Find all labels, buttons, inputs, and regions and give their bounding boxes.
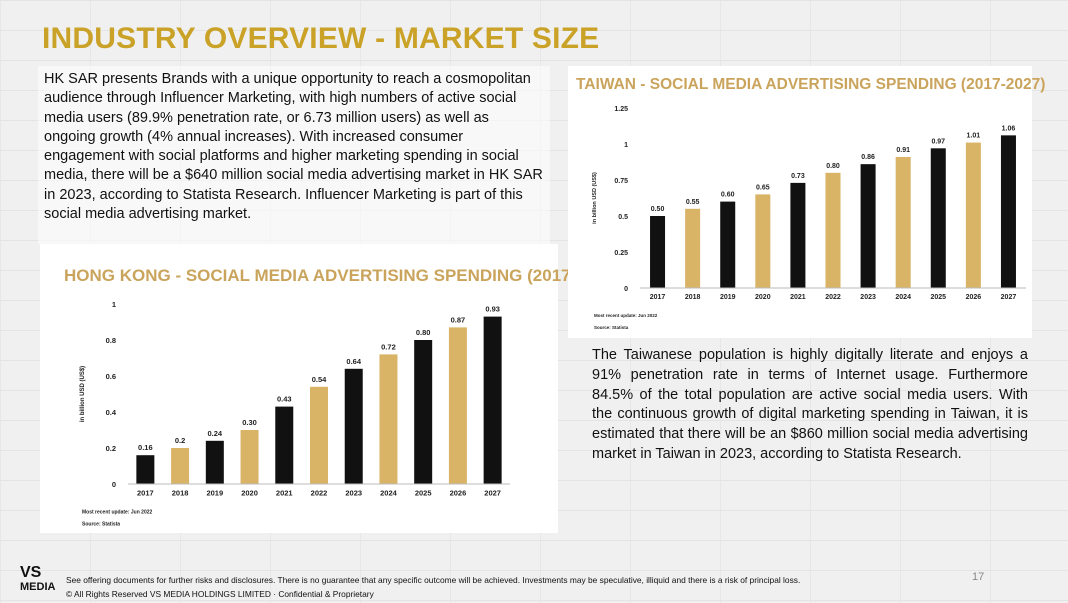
x-tick-label: 2023 (345, 489, 362, 498)
intro-paragraph: HK SAR presents Brands with a unique opp… (38, 66, 550, 244)
y-tick-label: 0.75 (614, 178, 628, 185)
x-tick-label: 2025 (930, 294, 946, 301)
x-tick-label: 2024 (380, 489, 398, 498)
bar-value-label: 0.87 (451, 315, 466, 324)
y-tick-label: 1 (112, 300, 116, 309)
taiwan-paragraph: The Taiwanese population is highly digit… (592, 347, 1028, 462)
x-tick-label: 2019 (720, 294, 736, 301)
y-tick-label: 0.8 (106, 336, 116, 345)
bar-2022 (310, 386, 328, 484)
bar-2019 (720, 201, 736, 288)
x-tick-label: 2017 (650, 294, 666, 301)
bar-2021 (275, 406, 294, 484)
bar-value-label: 0.72 (381, 342, 396, 351)
bar-2018 (685, 208, 701, 288)
bar-value-label: 0.24 (208, 429, 223, 438)
bar-2017 (650, 216, 666, 288)
bar-2026 (965, 142, 981, 288)
x-tick-label: 2026 (966, 294, 982, 301)
bar-2019 (205, 440, 224, 484)
logo-line-media: MEDIA (20, 581, 56, 593)
vs-media-logo: VS MEDIA (20, 564, 60, 598)
x-tick-label: 2027 (484, 489, 501, 498)
footer-disclaimer: See offering documents for further risks… (66, 575, 801, 585)
bar-value-label: 0.2 (175, 436, 185, 445)
x-tick-label: 2021 (276, 489, 293, 498)
bar-value-label: 0.50 (651, 206, 665, 213)
taiwan-chart: 0 0.25 0.5 0.75 1 1.25 in billion USD (US$) 0.5… (592, 106, 1026, 330)
x-tick-label: 2020 (755, 294, 771, 301)
x-tick-label: 2027 (1001, 294, 1017, 301)
source-note: Source: Statista (594, 325, 629, 330)
bar-value-label: 0.65 (756, 184, 770, 191)
bar-2023 (860, 164, 876, 288)
x-tick-label: 2023 (860, 294, 876, 301)
y-tick-label: 0 (624, 286, 628, 293)
bar-2026 (448, 327, 467, 484)
x-tick-label: 2018 (172, 489, 189, 498)
x-tick-label: 2026 (450, 489, 467, 498)
footer-copyright: © All Rights Reserved VS MEDIA HOLDINGS … (66, 589, 374, 599)
bar-value-label: 0.80 (416, 328, 431, 337)
bar-value-label: 0.30 (242, 418, 257, 427)
bar-value-label: 0.91 (896, 147, 910, 154)
bar-value-label: 0.97 (931, 138, 945, 145)
y-tick-label: 0.6 (106, 372, 116, 381)
bar-2023 (344, 368, 363, 484)
page-title: INDUSTRY OVERVIEW - MARKET SIZE (42, 22, 600, 55)
y-tick-label: 0.5 (618, 214, 628, 221)
bar-value-label: 0.54 (312, 375, 327, 384)
y-axis-label: in billion USD (US$) (80, 366, 86, 422)
x-tick-label: 2021 (790, 294, 806, 301)
x-tick-label: 2022 (311, 489, 328, 498)
y-tick-label: 0.4 (106, 408, 117, 417)
source-note: Source: Statista (82, 522, 120, 528)
x-tick-label: 2020 (241, 489, 258, 498)
bar-2027 (1000, 135, 1016, 288)
hong-kong-chart-title: HONG KONG - SOCIAL MEDIA ADVERTISING SPE… (64, 266, 620, 285)
bar-value-label: 0.55 (686, 199, 700, 206)
y-tick-label: 0.25 (614, 250, 628, 257)
taiwan-chart-card: TAIWAN - SOCIAL MEDIA ADVERTISING SPENDI… (568, 66, 1045, 338)
hong-kong-chart: 0 0.2 0.4 0.6 0.8 1 in billion USD (US$) 0.16 20… (80, 300, 510, 528)
bar-value-label: 0.80 (826, 163, 840, 170)
bar-value-label: 0.73 (791, 173, 805, 180)
page-number: 17 (972, 571, 985, 583)
update-note: Most recent update: Jun 2022 (594, 313, 658, 318)
bar-2025 (930, 148, 946, 288)
bar-2022 (825, 172, 841, 288)
logo-line-vs: VS (20, 564, 42, 581)
bar-2025 (414, 340, 433, 484)
x-tick-label: 2019 (206, 489, 223, 498)
x-tick-label: 2017 (137, 489, 154, 498)
x-tick-label: 2018 (685, 294, 701, 301)
bar-value-label: 0.86 (861, 154, 875, 161)
y-tick-label: 1.25 (614, 106, 628, 113)
x-tick-label: 2022 (825, 294, 841, 301)
bar-2021 (790, 182, 806, 288)
bar-2018 (171, 448, 190, 484)
y-axis-label: in billion USD (US$) (592, 172, 598, 224)
bar-2020 (755, 194, 771, 288)
y-tick-label: 0 (112, 480, 116, 489)
bar-value-label: 0.60 (721, 192, 735, 199)
bar-value-label: 0.43 (277, 395, 292, 404)
bar-2024 (895, 156, 911, 288)
bar-2024 (379, 354, 398, 484)
bar-value-label: 0.16 (138, 443, 153, 452)
update-note: Most recent update: Jun 2022 (82, 510, 153, 516)
bar-2027 (483, 316, 502, 484)
bar-2017 (136, 455, 155, 484)
bar-2020 (240, 430, 259, 484)
hong-kong-chart-card: HONG KONG - SOCIAL MEDIA ADVERTISING SPE… (40, 244, 620, 533)
bar-value-label: 1.06 (1002, 125, 1016, 132)
y-tick-label: 0.2 (106, 444, 116, 453)
bar-value-label: 1.01 (967, 133, 981, 140)
x-tick-label: 2025 (415, 489, 432, 498)
taiwan-chart-title: TAIWAN - SOCIAL MEDIA ADVERTISING SPENDI… (576, 76, 1046, 93)
bar-value-label: 0.64 (346, 357, 361, 366)
x-tick-label: 2024 (895, 294, 911, 301)
bar-value-label: 0.93 (485, 305, 500, 314)
y-tick-label: 1 (624, 142, 628, 149)
